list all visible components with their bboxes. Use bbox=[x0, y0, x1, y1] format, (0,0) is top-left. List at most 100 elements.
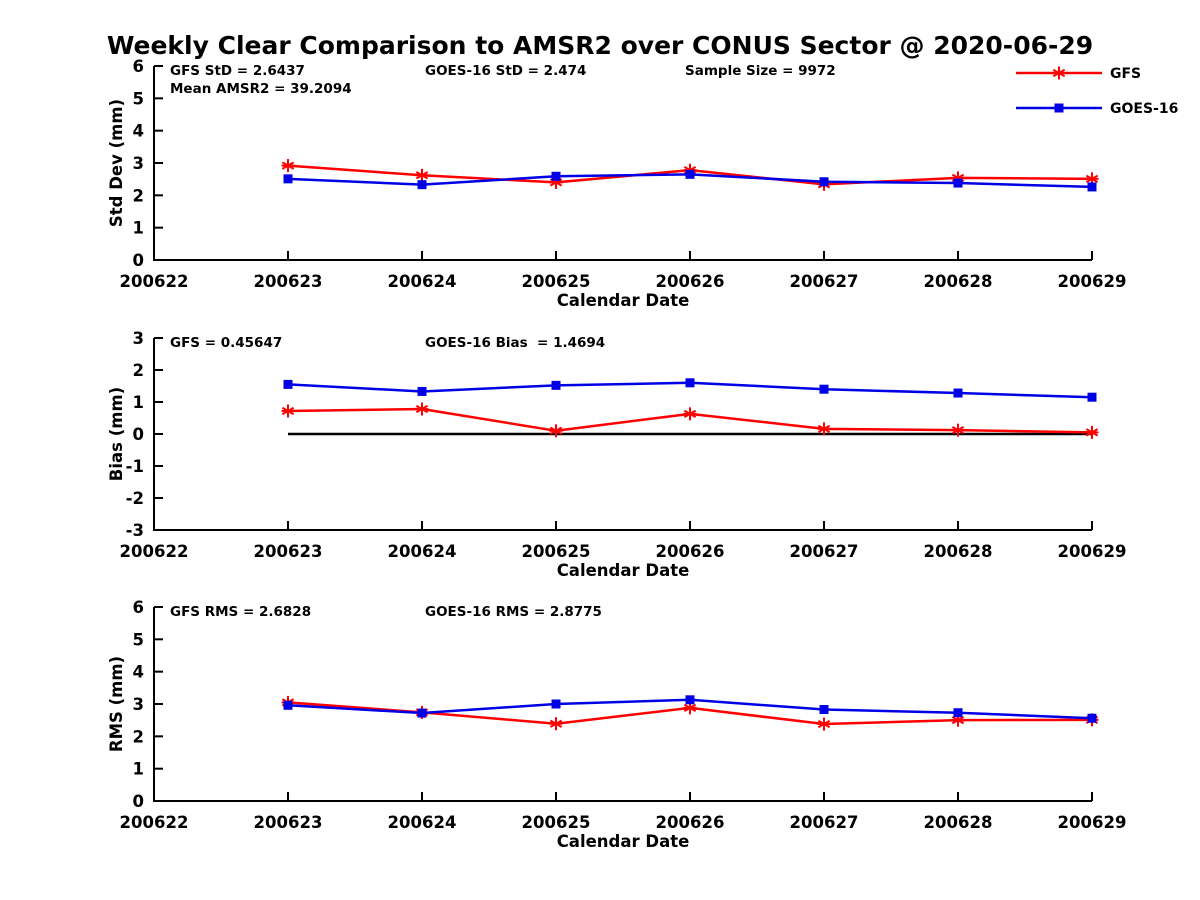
goes-16-marker bbox=[551, 699, 561, 709]
x-tick-label: 200623 bbox=[254, 542, 323, 561]
y-tick-label: -1 bbox=[126, 457, 144, 476]
x-tick-label: 200625 bbox=[522, 542, 591, 561]
x-axis-label: Calendar Date bbox=[557, 832, 690, 851]
goes-16-marker bbox=[1087, 182, 1097, 192]
goes-16-marker bbox=[819, 384, 829, 394]
x-tick-label: 200628 bbox=[924, 813, 993, 832]
x-tick-label: 200625 bbox=[522, 272, 591, 291]
x-tick-label: 200623 bbox=[254, 813, 323, 832]
legend-star-icon bbox=[1052, 66, 1066, 80]
y-tick-label: 1 bbox=[133, 393, 144, 412]
goes-16-marker bbox=[685, 695, 695, 705]
x-tick-label: 200622 bbox=[120, 542, 189, 561]
x-tick-label: 200624 bbox=[388, 272, 457, 291]
x-tick-label: 200624 bbox=[388, 813, 457, 832]
goes-16-marker bbox=[283, 379, 293, 389]
y-tick-label: 3 bbox=[133, 695, 144, 714]
y-tick-label: 5 bbox=[133, 89, 144, 108]
y-tick-label: 4 bbox=[133, 663, 144, 682]
x-tick-label: 200624 bbox=[388, 542, 457, 561]
gfs-marker bbox=[951, 713, 965, 727]
x-tick-label: 200629 bbox=[1058, 813, 1127, 832]
y-tick-label: 6 bbox=[133, 57, 144, 76]
x-axis-label: Calendar Date bbox=[557, 561, 690, 580]
goes-16-marker bbox=[417, 708, 427, 718]
goes-16-marker bbox=[551, 380, 561, 390]
goes-16-series bbox=[283, 169, 1097, 192]
y-tick-label: 0 bbox=[133, 792, 144, 811]
goes-16-marker bbox=[1087, 713, 1097, 723]
y-tick-label: 6 bbox=[133, 598, 144, 617]
x-axis-label: Calendar Date bbox=[557, 291, 690, 310]
y-tick-label: 2 bbox=[133, 727, 144, 746]
legend-entry-gfs: GFS bbox=[1016, 66, 1141, 82]
annotation: GOES-16 StD = 2.474 bbox=[425, 63, 586, 79]
legend-entry-goes-16: GOES-16 bbox=[1016, 101, 1178, 117]
gfs-marker bbox=[683, 701, 697, 715]
x-tick-label: 200625 bbox=[522, 813, 591, 832]
goes-16-marker bbox=[283, 174, 293, 184]
chart-title: Weekly Clear Comparison to AMSR2 over CO… bbox=[106, 31, 1094, 60]
annotation: Sample Size = 9972 bbox=[685, 63, 836, 79]
goes-16-marker bbox=[953, 178, 963, 188]
y-tick-label: 3 bbox=[133, 329, 144, 348]
goes-16-marker bbox=[417, 180, 427, 190]
x-tick-label: 200623 bbox=[254, 272, 323, 291]
y-tick-label: 0 bbox=[133, 251, 144, 270]
y-tick-label: 2 bbox=[133, 186, 144, 205]
y-tick-label: 3 bbox=[133, 154, 144, 173]
goes-16-marker bbox=[953, 388, 963, 398]
annotation: GOES-16 Bias = 1.4694 bbox=[425, 335, 605, 351]
x-tick-label: 200627 bbox=[790, 813, 859, 832]
x-tick-label: 200626 bbox=[656, 813, 725, 832]
y-tick-label: 1 bbox=[133, 219, 144, 238]
goes-16-series bbox=[283, 378, 1097, 402]
goes-16-marker bbox=[283, 700, 293, 710]
legend-label: GFS bbox=[1110, 66, 1141, 82]
x-tick-label: 200626 bbox=[656, 542, 725, 561]
gfs-marker bbox=[683, 407, 697, 421]
gfs-marker bbox=[817, 422, 831, 436]
x-tick-label: 200622 bbox=[120, 813, 189, 832]
y-axis-label: Bias (mm) bbox=[107, 387, 126, 481]
goes-16-marker bbox=[685, 378, 695, 388]
gfs-marker bbox=[281, 159, 295, 173]
goes-16-marker bbox=[551, 171, 561, 181]
rms-panel: 0 1 2 3 4 5 6 200622 200623 200624 200625 200626 200… bbox=[107, 598, 1126, 851]
x-tick-label: 200627 bbox=[790, 542, 859, 561]
goes-16-marker bbox=[953, 708, 963, 718]
goes-16-marker bbox=[819, 177, 829, 187]
y-tick-label: 1 bbox=[133, 760, 144, 779]
stddev-panel: 0 1 2 3 4 5 6 200622 200623 200624 200625 200626 200… bbox=[107, 57, 1126, 310]
gfs-marker bbox=[415, 168, 429, 182]
bias-panel: -3 -2 -1 0 1 2 3 200622 200623 200624 200625 200626… bbox=[107, 329, 1126, 580]
goes-16-series bbox=[283, 695, 1097, 723]
gfs-marker bbox=[415, 402, 429, 416]
x-tick-label: 200627 bbox=[790, 272, 859, 291]
y-axis-label: Std Dev (mm) bbox=[107, 99, 126, 227]
gfs-marker bbox=[549, 717, 563, 731]
gfs-marker bbox=[1085, 425, 1099, 439]
legend-square-icon bbox=[1054, 103, 1064, 113]
gfs-marker bbox=[281, 404, 295, 418]
annotation: GFS StD = 2.6437 bbox=[170, 63, 305, 79]
x-tick-label: 200629 bbox=[1058, 272, 1127, 291]
goes-16-marker bbox=[417, 386, 427, 396]
y-tick-label: -3 bbox=[126, 521, 144, 540]
y-tick-label: 0 bbox=[133, 425, 144, 444]
x-tick-label: 200628 bbox=[924, 272, 993, 291]
annotation: GFS RMS = 2.6828 bbox=[170, 604, 311, 620]
x-tick-label: 200629 bbox=[1058, 542, 1127, 561]
goes-16-marker bbox=[685, 169, 695, 179]
y-tick-label: -2 bbox=[126, 489, 144, 508]
x-tick-label: 200628 bbox=[924, 542, 993, 561]
x-tick-label: 200626 bbox=[656, 272, 725, 291]
goes-16-marker bbox=[1087, 392, 1097, 402]
y-tick-label: 4 bbox=[133, 122, 144, 141]
x-tick-label: 200622 bbox=[120, 272, 189, 291]
legend-label: GOES-16 bbox=[1110, 101, 1178, 117]
annotation: GFS = 0.45647 bbox=[170, 335, 282, 351]
gfs-marker bbox=[951, 423, 965, 437]
